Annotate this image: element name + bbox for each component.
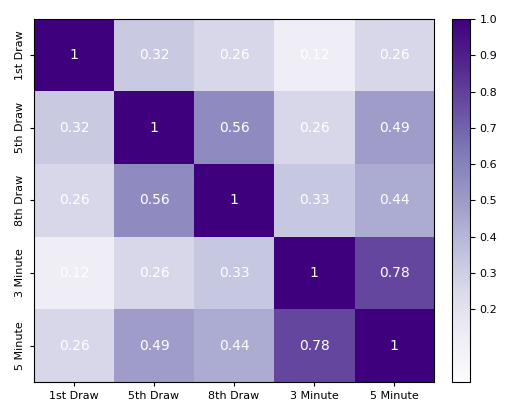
Text: 0.26: 0.26 — [139, 266, 169, 280]
Text: 0.26: 0.26 — [59, 339, 90, 353]
Text: 0.49: 0.49 — [379, 121, 410, 135]
Text: 1: 1 — [390, 339, 398, 353]
Text: 0.44: 0.44 — [379, 193, 410, 208]
Text: 0.78: 0.78 — [298, 339, 329, 353]
Text: 0.56: 0.56 — [219, 121, 249, 135]
Text: 0.26: 0.26 — [298, 121, 329, 135]
Text: 1: 1 — [150, 121, 159, 135]
Text: 0.44: 0.44 — [219, 339, 249, 353]
Text: 0.78: 0.78 — [379, 266, 410, 280]
Text: 0.32: 0.32 — [139, 48, 169, 62]
Text: 1: 1 — [310, 266, 318, 280]
Text: 0.26: 0.26 — [219, 48, 249, 62]
Text: 0.32: 0.32 — [59, 121, 90, 135]
Text: 0.12: 0.12 — [59, 266, 90, 280]
Text: 0.33: 0.33 — [299, 193, 329, 208]
Text: 0.49: 0.49 — [139, 339, 169, 353]
Text: 1: 1 — [70, 48, 78, 62]
Text: 0.12: 0.12 — [298, 48, 329, 62]
Text: 0.33: 0.33 — [219, 266, 249, 280]
Text: 0.26: 0.26 — [379, 48, 410, 62]
Text: 0.26: 0.26 — [59, 193, 90, 208]
Text: 0.56: 0.56 — [139, 193, 169, 208]
Text: 1: 1 — [230, 193, 239, 208]
